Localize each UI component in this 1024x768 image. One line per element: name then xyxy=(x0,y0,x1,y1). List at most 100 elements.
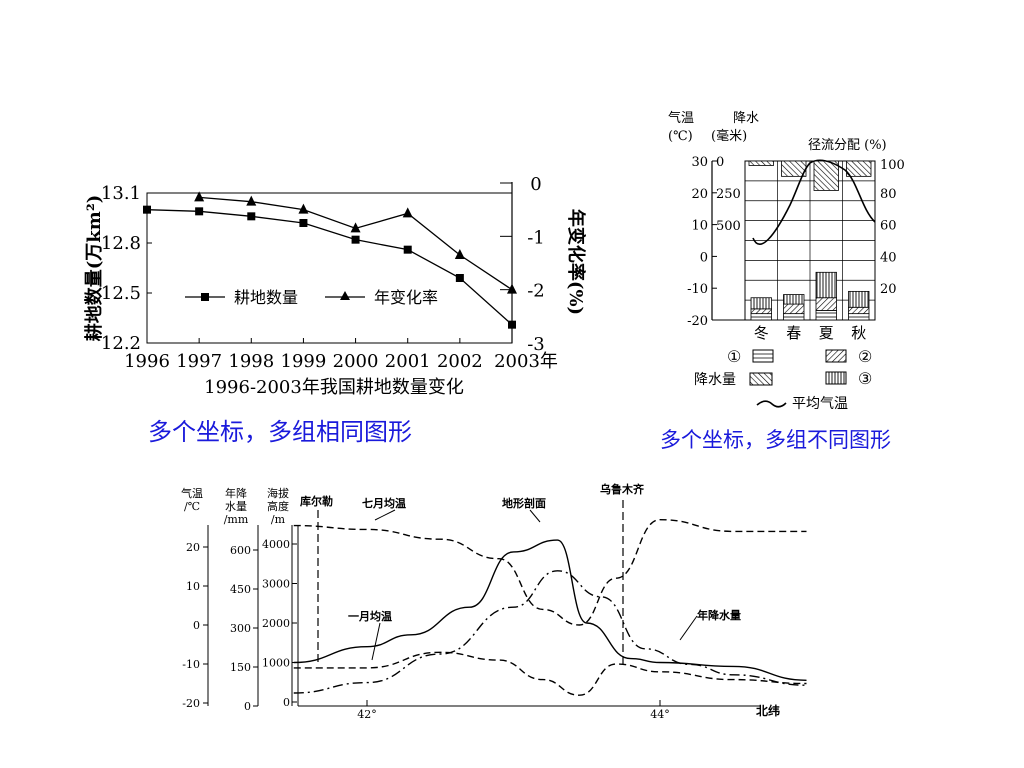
temp-tick-label: 0 xyxy=(193,619,200,632)
series-年降水量 xyxy=(293,570,807,694)
precip-tick-label: 450 xyxy=(230,583,251,596)
legend-swatch-3 xyxy=(825,371,847,385)
legend-temp-curve xyxy=(756,400,787,408)
precip-bar xyxy=(781,160,807,177)
precip-bar xyxy=(813,160,839,191)
chart1-farmland: 1996 1997 1998 1999 2000 2001 2002 2003年 13.1 12… xyxy=(83,174,587,446)
annotation-label: 七月均温 xyxy=(362,496,406,510)
left-tick-label: 12.2 xyxy=(101,333,141,354)
x-tick-label: 42° xyxy=(357,708,377,721)
axis-title-line: 高度 xyxy=(267,499,289,513)
precip-tick-label: 0 xyxy=(716,155,724,170)
series-地形剖面 xyxy=(293,539,807,681)
x-tick-label: 2003年 xyxy=(494,351,558,372)
x-tick-label: 1999 xyxy=(281,351,327,372)
temp-tick-label: 20 xyxy=(186,541,200,554)
temp-tick-label: -20 xyxy=(182,697,200,710)
x-tick-label: 44° xyxy=(650,708,670,721)
chart1-x-ticks: 1996 1997 1998 1999 2000 2001 2002 2003年 xyxy=(124,338,558,372)
x-tick-label: 2000 xyxy=(333,351,379,372)
right-tick-label: 0 xyxy=(530,174,541,195)
rate-point xyxy=(454,249,465,259)
x-tick-label: 1998 xyxy=(228,351,274,372)
runoff-tick-label: 40 xyxy=(880,250,897,265)
legend-swatch-2 xyxy=(825,349,847,363)
farmland-point xyxy=(455,274,464,282)
runoff-bar-2 xyxy=(815,297,837,311)
rate-point xyxy=(402,207,413,218)
runoff-bar-1 xyxy=(750,313,772,321)
precip-bar xyxy=(846,160,872,177)
series-七月均温 xyxy=(293,518,807,626)
legend-swatch-precip xyxy=(749,372,773,386)
season-label: 夏 xyxy=(819,324,834,342)
precip-tick-label: 0 xyxy=(244,700,251,713)
chart2-precip-title: 降水 xyxy=(733,111,759,126)
runoff-bar-1 xyxy=(815,310,837,321)
precip-tick-label: 150 xyxy=(230,661,251,674)
series-farmland-line xyxy=(146,209,513,326)
temp-tick-label: -20 xyxy=(687,314,708,329)
leader-line xyxy=(371,622,381,661)
precip-tick-label: 600 xyxy=(230,544,251,557)
chart3-ticks: 20 10 0 -10 -20 600 450 300 150 0 4000 3000 2000 1000… xyxy=(182,538,780,721)
x-tick-label: 2002 xyxy=(437,351,483,372)
rate-point xyxy=(298,203,309,214)
legend-mark3: ③ xyxy=(858,369,872,388)
runoff-tick-label: 20 xyxy=(880,282,897,297)
runoff-bar-3 xyxy=(750,297,772,310)
runoff-bar-1 xyxy=(783,313,805,321)
farmland-point xyxy=(403,245,412,254)
chart2-temp-title: 气温 xyxy=(668,110,694,126)
farmland-point xyxy=(195,207,204,216)
chart3-series xyxy=(293,518,807,696)
farmland-point xyxy=(508,320,516,329)
runoff-bar-3 xyxy=(783,294,805,305)
runoff-bar-3 xyxy=(815,271,837,299)
elev-tick-label: 0 xyxy=(283,696,290,709)
temp-tick-label: 30 xyxy=(691,155,708,170)
chart2-precip-bars xyxy=(748,160,872,191)
season-label: 春 xyxy=(786,324,801,342)
farmland-point xyxy=(247,212,256,221)
chart1-ylabel-right: 年变化率(%) xyxy=(565,209,587,315)
right-tick-label: -1 xyxy=(527,227,545,248)
runoff-bar-1 xyxy=(848,313,870,321)
x-tick-label: 1996 xyxy=(124,351,170,372)
chart1-legend: 耕地数量 年变化率 xyxy=(185,288,438,307)
leader-line xyxy=(374,509,396,521)
chart2-precip-unit: (毫米) xyxy=(711,128,747,144)
caption-chart2: 多个坐标，多组不同图形 xyxy=(660,428,891,452)
temp-tick-label: 10 xyxy=(186,580,200,593)
caption-chart1: 多个坐标，多组相同图形 xyxy=(148,418,412,446)
axis-title-line: /℃ xyxy=(184,500,200,513)
axis-title-line: 年降 xyxy=(225,486,247,500)
right-tick-label: -3 xyxy=(527,334,545,355)
chart2-temp-curve xyxy=(752,159,876,245)
precip-tick-label: 500 xyxy=(716,219,741,234)
legend-precip-label: 降水量 xyxy=(694,372,736,388)
chart2-legend: ① ② 降水量 ③ 平均气温 xyxy=(694,347,872,412)
elev-tick-label: 2000 xyxy=(262,617,290,630)
elev-tick-label: 1000 xyxy=(262,657,290,670)
chart2-categories: 冬春夏秋 xyxy=(754,324,867,342)
runoff-tick-label: 60 xyxy=(880,219,897,234)
runoff-bar-2 xyxy=(750,308,772,315)
chart2-runoff-bars xyxy=(750,271,870,321)
annotation-label: 地形剖面 xyxy=(502,496,546,510)
farmland-point xyxy=(143,205,151,214)
runoff-bar-2 xyxy=(783,303,805,315)
series-一月均温 xyxy=(293,651,807,696)
chart2-runoff-title: 径流分配 (%) xyxy=(808,138,887,153)
chart1-series xyxy=(143,191,517,329)
runoff-tick-label: 80 xyxy=(880,187,897,202)
legend-label-rate: 年变化率 xyxy=(374,288,438,307)
precip-tick-label: 250 xyxy=(716,187,741,202)
x-tick-label: 2001 xyxy=(385,351,431,372)
season-label: 秋 xyxy=(851,324,866,342)
axis-title-line: 海拔 xyxy=(267,486,289,500)
annotation-label: 乌鲁木齐 xyxy=(600,482,645,496)
annotation-label: 年降水量 xyxy=(697,608,741,622)
